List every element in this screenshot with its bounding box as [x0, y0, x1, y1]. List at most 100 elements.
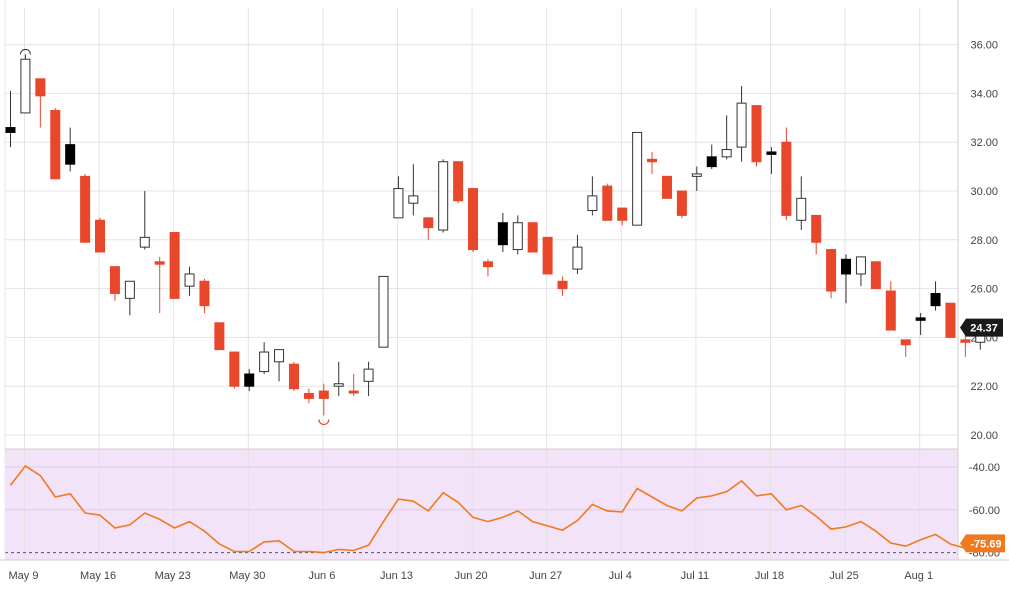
x-tick-label: May 30	[229, 570, 265, 582]
last-price-label-bg	[960, 318, 1003, 337]
candle-body	[333, 383, 344, 387]
candle-body	[274, 349, 285, 363]
candle-body	[214, 322, 225, 351]
candle	[781, 127, 792, 221]
indicator-panel-background	[5, 449, 958, 560]
candle-body	[154, 261, 165, 265]
x-tick-label: Aug 1	[904, 570, 933, 582]
candle	[468, 188, 479, 252]
candle	[602, 183, 613, 221]
candle	[288, 361, 299, 392]
candle	[154, 256, 165, 313]
candle-body	[169, 231, 180, 299]
candle	[229, 351, 240, 389]
candle	[766, 147, 777, 174]
last-price-label: 24.37	[970, 323, 998, 335]
candle	[348, 374, 359, 396]
candle	[50, 108, 61, 180]
candle	[870, 261, 881, 290]
candle-body	[542, 236, 553, 275]
x-tick-label: Jun 13	[380, 570, 413, 582]
candle	[438, 159, 449, 233]
x-tick-label: Jun 27	[529, 570, 562, 582]
candle	[796, 176, 807, 231]
candle	[751, 105, 762, 167]
last-indicator-label: -75.69	[970, 538, 1001, 550]
candle-body	[557, 280, 568, 290]
candle-body	[393, 188, 404, 219]
price-tick-label: 32.00	[970, 137, 998, 149]
candle-body	[900, 339, 911, 346]
candle	[80, 173, 91, 243]
candle	[109, 266, 120, 301]
candle-body	[199, 280, 210, 307]
candle	[184, 266, 195, 296]
candle	[811, 214, 822, 255]
candle-body	[632, 131, 643, 226]
candle-body	[378, 275, 389, 348]
candle-body	[751, 105, 762, 163]
candle-body	[95, 219, 106, 253]
candle-body	[676, 190, 687, 216]
candle-body	[229, 351, 240, 387]
candle-body	[945, 302, 956, 338]
candle-body	[468, 188, 479, 251]
candle	[453, 161, 464, 204]
candle-body	[80, 175, 91, 243]
candle	[482, 259, 493, 277]
x-tick-label: Jul 4	[609, 570, 632, 582]
candle-body	[497, 222, 508, 246]
price-tick-label: 28.00	[970, 235, 998, 247]
x-tick-label: Jul 25	[829, 570, 858, 582]
candle-body	[647, 158, 658, 163]
candle-body	[736, 102, 747, 148]
candle	[423, 217, 434, 240]
candle	[557, 276, 568, 296]
candle	[274, 349, 285, 382]
candle	[512, 215, 523, 255]
candle	[527, 222, 538, 253]
candle-body	[960, 339, 971, 343]
candle-body	[408, 195, 419, 204]
candle-body	[661, 175, 672, 199]
candle-body	[318, 390, 329, 399]
candle	[841, 254, 852, 304]
candle-body	[587, 195, 598, 212]
candle-body	[915, 317, 926, 321]
candle	[885, 281, 896, 331]
candle	[244, 369, 255, 392]
candle-body	[572, 246, 583, 270]
candle	[318, 383, 329, 416]
candle	[721, 115, 732, 160]
indicator-tick-label: -40.00	[969, 462, 1000, 474]
candle-body	[50, 109, 61, 180]
candle-body	[721, 149, 732, 158]
candle-body	[139, 236, 150, 248]
candle	[95, 217, 106, 253]
x-tick-label: May 9	[9, 570, 39, 582]
candle	[632, 131, 643, 226]
candle	[661, 175, 672, 199]
candle	[363, 361, 374, 396]
candle-body	[35, 78, 46, 97]
candle	[826, 249, 837, 299]
price-tick-label: 26.00	[970, 284, 998, 296]
candle-body	[706, 156, 717, 168]
candle-body	[512, 222, 523, 251]
candle-body	[885, 290, 896, 331]
last-indicator-label-bg	[960, 534, 1005, 553]
candle	[945, 302, 956, 338]
candle-body	[288, 363, 299, 390]
candle	[706, 144, 717, 170]
price-tick-label: 36.00	[970, 40, 998, 52]
price-tick-label: 20.00	[970, 430, 998, 442]
candle	[20, 54, 31, 114]
low-marker	[318, 419, 330, 426]
candle-body	[5, 127, 16, 133]
candle-body	[453, 161, 464, 202]
price-tick-label: 30.00	[970, 186, 998, 198]
candle-body	[259, 351, 270, 373]
candle-body	[796, 197, 807, 221]
